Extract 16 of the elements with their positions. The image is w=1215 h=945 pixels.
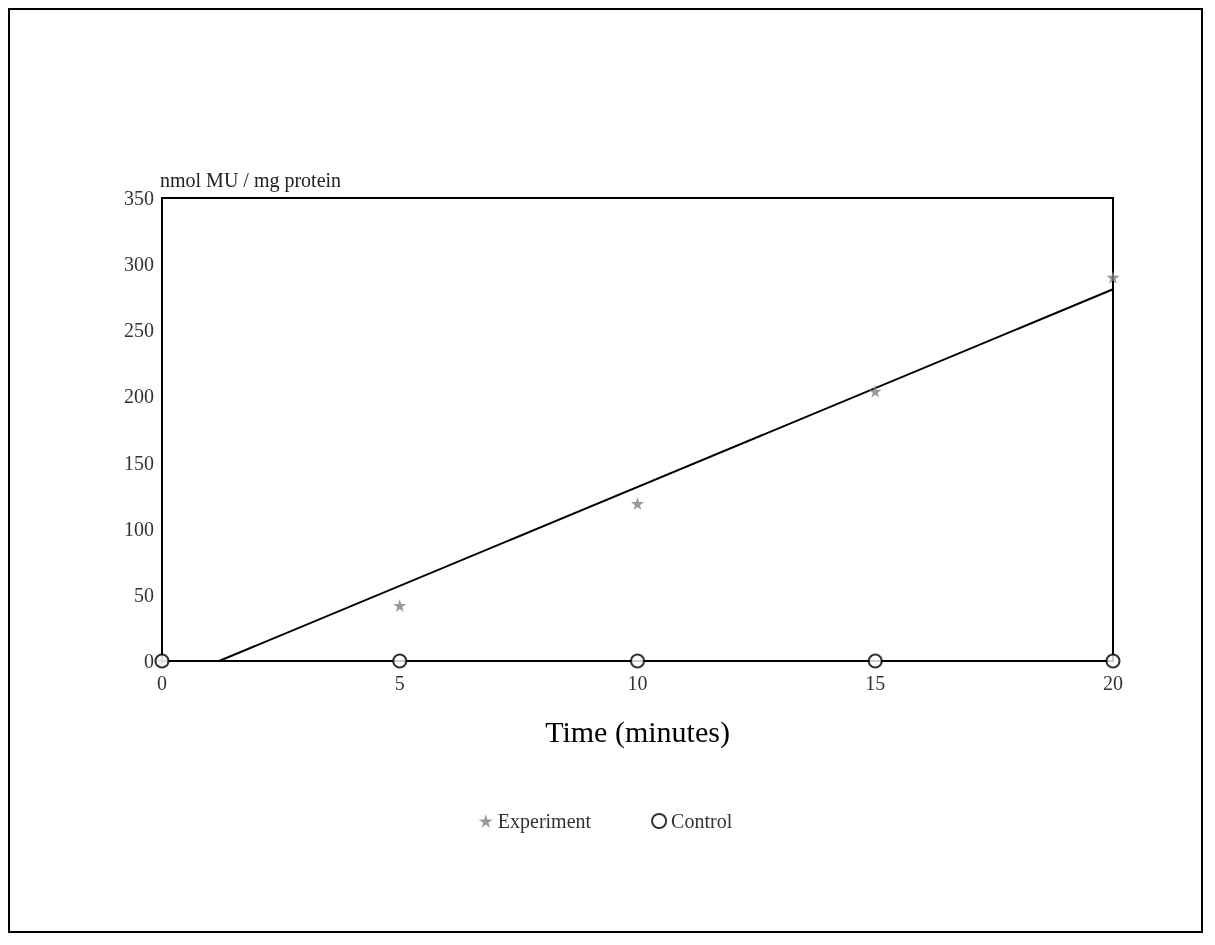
x-tick-label: 10 — [627, 672, 648, 694]
y-tick-label: 350 — [124, 187, 154, 209]
legend-label: Control — [671, 810, 733, 832]
x-axis-title: Time (minutes) — [545, 714, 730, 749]
y-tick-label: 50 — [134, 583, 154, 606]
legend-label: Experiment — [497, 810, 592, 833]
y-tick-label: 250 — [124, 319, 154, 342]
x-tick-label: 15 — [865, 672, 886, 694]
y-axis-title: nmol MU / mg protein — [160, 169, 342, 192]
x-tick-label: 20 — [1103, 672, 1123, 694]
y-tick-label: 0 — [144, 650, 154, 672]
y-tick-label: 300 — [124, 253, 154, 276]
x-tick-label: 5 — [394, 672, 405, 694]
y-tick-label: 150 — [124, 451, 154, 474]
y-tick-label: 100 — [124, 517, 154, 540]
y-tick-label: 200 — [124, 385, 154, 408]
